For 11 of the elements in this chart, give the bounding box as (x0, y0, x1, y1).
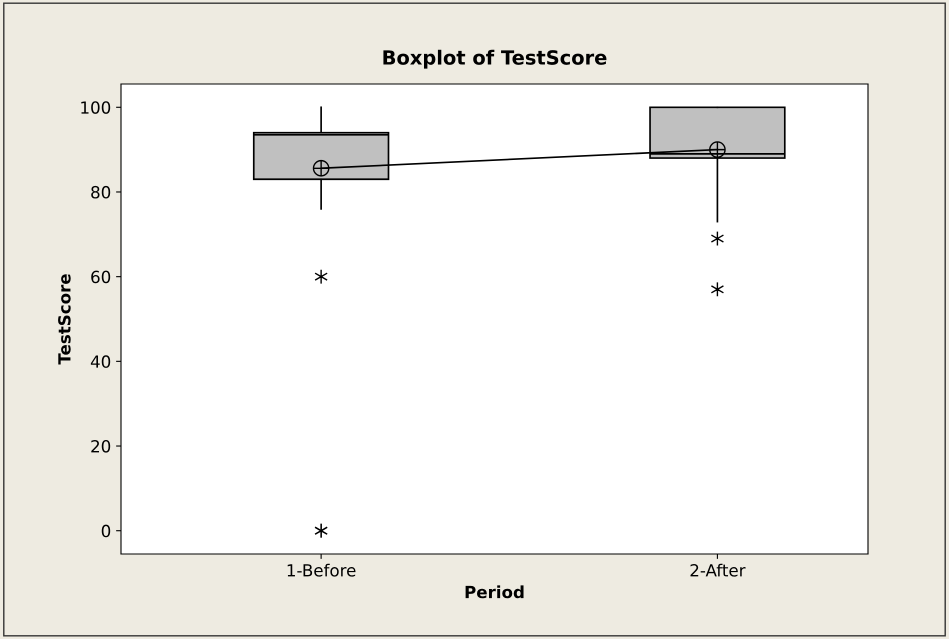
y-tick-label: 60 (91, 270, 110, 284)
y-tick-label: 80 (91, 186, 110, 199)
y-tick-label: 20 (91, 440, 110, 453)
x-tick-label: 2-After (690, 564, 746, 577)
x-axis-title: Period (466, 585, 524, 598)
y-tick-label: 100 (81, 101, 110, 114)
x-tick-label: 1-Before (288, 564, 356, 577)
y-tick-label: 0 (102, 524, 110, 538)
chart-title: Boxplot of TestScore (383, 50, 606, 69)
y-axis-title: TestScore (58, 274, 71, 365)
y-tick-label: 40 (90, 355, 110, 368)
